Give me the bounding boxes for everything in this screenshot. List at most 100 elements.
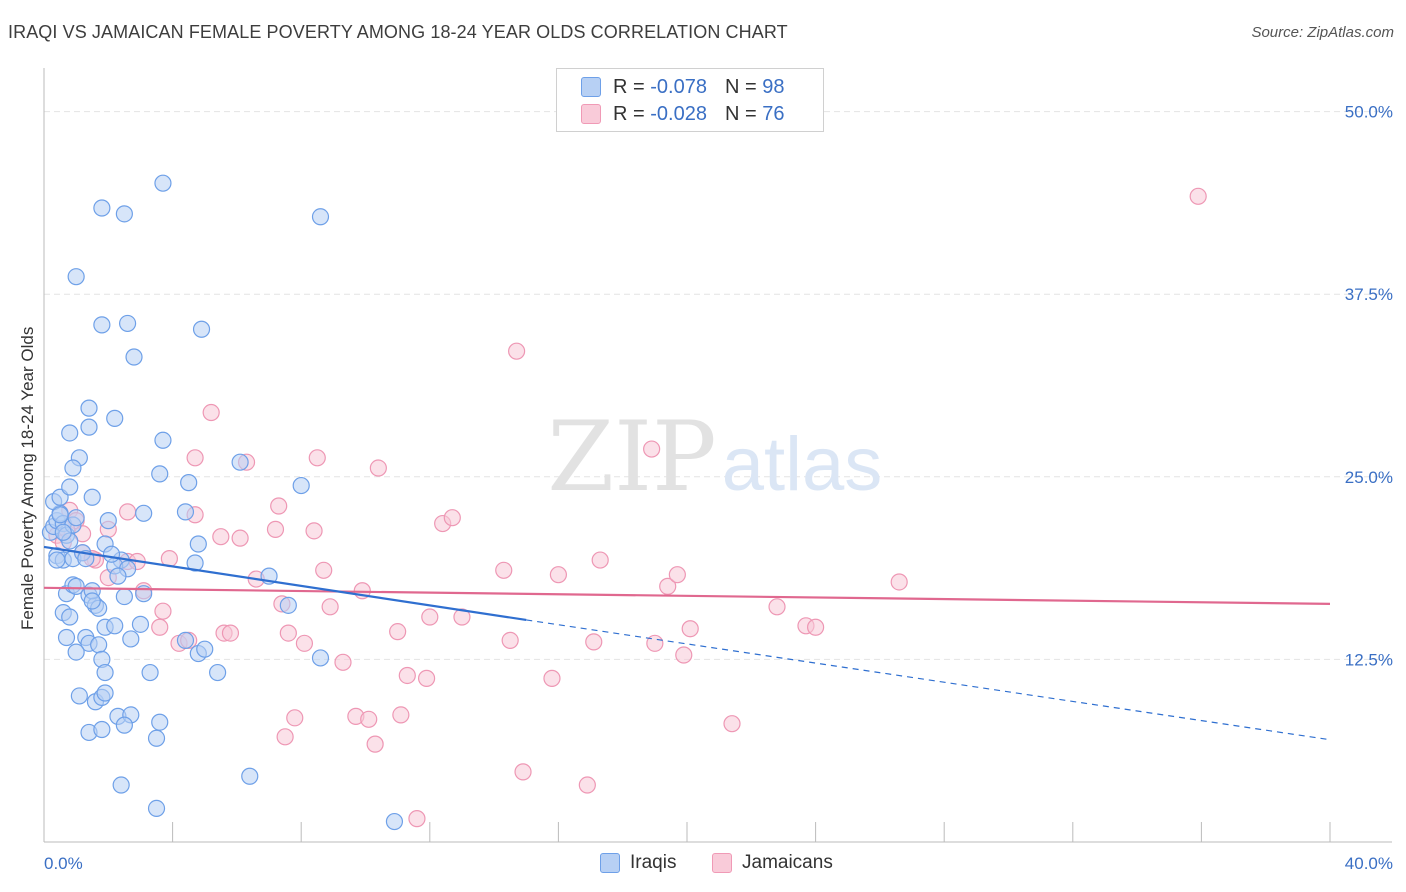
legend-row-jamaicans: R = -0.028 N = 76 [581, 102, 784, 126]
iraqi-point [115, 205, 133, 223]
jamaican-point [276, 728, 294, 746]
watermark-atlas: atlas [722, 422, 883, 507]
jamaican-point [266, 520, 285, 538]
iraqi-point [99, 512, 117, 530]
iraqi-point [93, 720, 111, 739]
iraqi-point [70, 687, 88, 705]
iraqi-point [196, 640, 214, 658]
legend-n-label: N = [724, 102, 757, 125]
iraqi-point [96, 663, 114, 682]
jamaican-point [186, 449, 204, 467]
chart-title: IRAQI VS JAMAICAN FEMALE POVERTY AMONG 1… [8, 22, 788, 42]
jamaican-point [549, 566, 568, 584]
jamaican-point [360, 710, 378, 728]
jamaican-point [305, 522, 323, 540]
iraqi-point [90, 636, 108, 654]
jamaican-point [315, 561, 333, 579]
iraqi-point [151, 713, 169, 731]
jamaican-point [495, 561, 513, 579]
iraqi-point [151, 465, 169, 483]
iraqi-point [192, 320, 211, 338]
iraqi-point [106, 617, 124, 635]
jamaican-point [118, 503, 137, 521]
iraqi-point [102, 545, 121, 563]
jamaican-point [443, 509, 461, 527]
jamaican-point [308, 449, 326, 467]
jamaican-point [543, 669, 561, 687]
iraqi-point [67, 509, 85, 527]
jamaican-point [585, 633, 603, 651]
series-swatch-jamaicans [712, 853, 732, 873]
watermark-zip: ZIP [547, 401, 716, 513]
iraqi-point [189, 535, 207, 553]
jamaican-point [366, 735, 384, 753]
iraqi-point [241, 767, 259, 785]
jamaican-point [389, 623, 407, 641]
jamaican-point [681, 620, 699, 638]
iraqi-point [112, 776, 130, 794]
iraqi-point [106, 409, 124, 427]
y-tick-label: 37.5% [1345, 285, 1393, 304]
iraqi-point [311, 649, 330, 667]
jamaican-point [295, 634, 314, 652]
iraqi-point [61, 424, 79, 442]
legend-r-value-jamaicans: -0.028 [650, 102, 707, 125]
iraqi-point [209, 663, 227, 682]
jamaican-point [890, 573, 908, 591]
iraqi-point [141, 663, 159, 682]
iraqi-point [61, 608, 79, 626]
jamaican-point [398, 666, 416, 685]
iraqi-point [93, 199, 111, 217]
correlation-legend: R = -0.078 N = 98 R = -0.028 N = 76 [556, 68, 824, 132]
iraqi-point [125, 348, 143, 366]
series-legend-iraqis: Iraqis [600, 852, 676, 874]
iraqi-point [147, 729, 166, 747]
iraqi-trend-extension [526, 619, 1331, 741]
jamaican-point [668, 566, 686, 584]
jamaican-point [154, 602, 172, 620]
iraqi-point [118, 314, 137, 333]
iraqi-point [57, 628, 76, 647]
y-tick-label: 50.0% [1345, 103, 1393, 122]
iraqi-point [186, 554, 204, 572]
jamaican-point [508, 342, 526, 360]
iraqi-point [115, 587, 133, 606]
legend-r-label: R = [613, 102, 645, 125]
jamaican-point [286, 709, 304, 727]
iraqi-point [231, 453, 249, 471]
jamaican-point [334, 653, 352, 671]
iraqi-point [54, 523, 72, 541]
jamaican-point [591, 551, 609, 569]
iraqi-point [279, 596, 297, 614]
jamaican-point [768, 598, 786, 616]
jamaican-point [279, 624, 297, 642]
series-label-jamaicans: Jamaicans [742, 852, 833, 873]
iraqi-point [80, 418, 98, 436]
jamaican-point [675, 646, 693, 664]
legend-n-value-iraqis: 98 [762, 75, 785, 98]
iraqi-trend-line [43, 545, 527, 622]
jamaican-point [514, 763, 532, 781]
jamaican-point [501, 631, 519, 650]
legend-r-value-iraqis: -0.078 [650, 75, 707, 98]
jamaican-point [659, 577, 677, 595]
iraqi-point [48, 551, 66, 569]
y-tick-label: 12.5% [1345, 650, 1393, 669]
series-legend-jamaicans: Jamaicans [712, 852, 833, 874]
jamaican-point [212, 528, 230, 546]
iraqi-point [67, 643, 85, 661]
jamaican-point [321, 598, 339, 616]
jamaican-point [270, 497, 288, 515]
jamaican-point [231, 529, 249, 547]
jamaican-point [392, 706, 410, 724]
iraqi-point [115, 716, 133, 734]
jamaican-point [1189, 187, 1207, 205]
iraqi-point [122, 630, 140, 648]
series-legend: Iraqis Jamaicans [0, 852, 1406, 878]
jamaican-point [578, 776, 596, 794]
jamaican-point [806, 618, 825, 636]
jamaican-point [453, 608, 471, 626]
iraqi-point [67, 268, 85, 286]
iraqi-point [51, 506, 69, 524]
